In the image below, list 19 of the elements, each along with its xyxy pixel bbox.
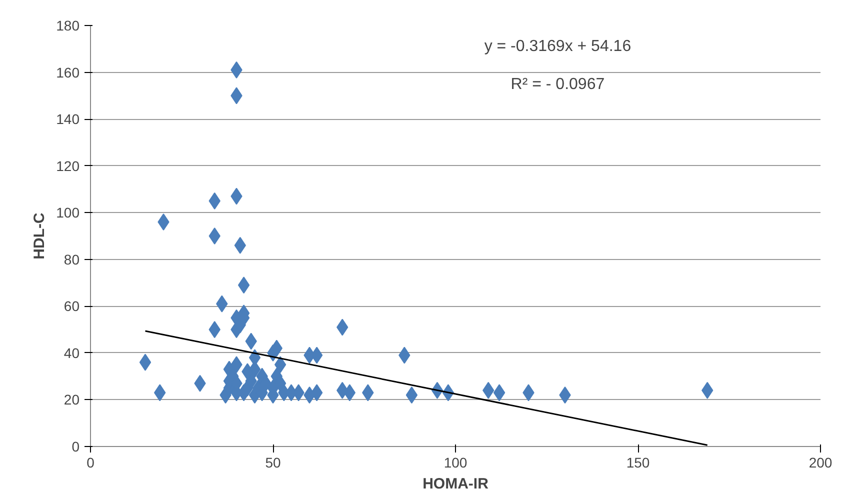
y-tick-label: 40 bbox=[64, 344, 80, 361]
x-tick-label: 200 bbox=[808, 454, 832, 470]
y-tick-label: 100 bbox=[56, 204, 80, 221]
y-tick-label: 60 bbox=[64, 298, 80, 314]
x-tick-label: 0 bbox=[86, 454, 95, 470]
y-tick-label: 140 bbox=[56, 111, 80, 128]
y-axis-title: HDL-C bbox=[31, 212, 48, 260]
x-tick-label: 100 bbox=[444, 454, 468, 470]
x-axis-title: HOMA-IR bbox=[422, 476, 489, 492]
annotation: R² = - 0.0967 bbox=[510, 76, 605, 93]
y-tick-label: 160 bbox=[56, 64, 80, 80]
y-tick-label: 20 bbox=[64, 392, 80, 408]
annotation: y = -0.3169x + 54.16 bbox=[484, 38, 632, 56]
x-tick-label: 50 bbox=[265, 454, 281, 470]
y-tick-label: 120 bbox=[56, 158, 80, 174]
y-tick-label: 80 bbox=[64, 251, 80, 268]
y-tick-label: 180 bbox=[56, 18, 80, 34]
x-tick-label: 150 bbox=[626, 454, 650, 470]
y-tick-label: 0 bbox=[72, 438, 80, 454]
